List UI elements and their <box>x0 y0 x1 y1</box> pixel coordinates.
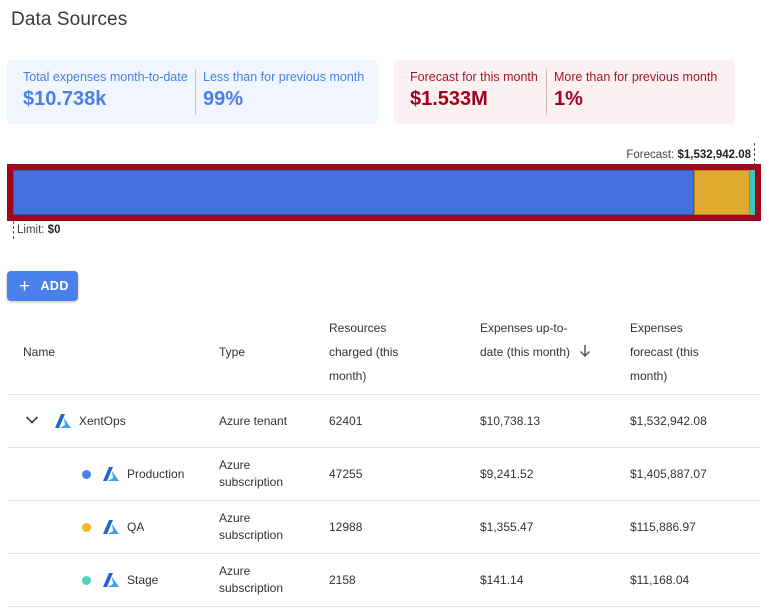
row-expenses: $1,355.47 <box>480 520 533 534</box>
row-expenses: $10,738.13 <box>480 414 540 428</box>
table-row-production[interactable]: Production Azure subscription 47255 $9,2… <box>7 448 760 501</box>
row-expenses: $141.14 <box>480 573 523 587</box>
row-resources: 2158 <box>329 573 356 587</box>
azure-icon <box>103 519 119 535</box>
forecast-value: $1.533M <box>410 88 538 111</box>
more-than-previous-stat: More than for previous month 1% <box>546 60 725 124</box>
plus-icon: + <box>19 277 31 296</box>
limit-marker-prefix: Limit: <box>17 224 48 236</box>
row-type: Azure subscription <box>219 563 309 597</box>
row-name: XentOps <box>79 414 126 428</box>
column-header-name[interactable]: Name <box>23 340 55 364</box>
column-header-resources[interactable]: Resources charged (this month) <box>329 316 429 388</box>
row-type: Azure subscription <box>219 457 309 491</box>
row-forecast: $11,168.04 <box>630 573 689 587</box>
total-expenses-label: Total expenses month-to-date <box>23 70 187 84</box>
forecast-marker-label: Forecast: $1,532,942.08 <box>626 149 751 161</box>
expenses-stacked-bar <box>13 170 755 215</box>
less-than-previous-stat: Less than for previous month 99% <box>195 60 372 124</box>
table-row-stage[interactable]: Stage Azure subscription 2158 $141.14 $1… <box>7 554 760 607</box>
table-header: Name Type Resources charged (this month)… <box>7 315 760 395</box>
table-row-tenant[interactable]: XentOps Azure tenant 62401 $10,738.13 $1… <box>7 395 760 448</box>
qa-color-dot <box>82 523 91 532</box>
row-type: Azure tenant <box>219 414 287 428</box>
row-resources: 62401 <box>329 414 362 428</box>
row-name: QA <box>127 520 144 534</box>
total-expenses-value: $10.738k <box>23 88 187 111</box>
production-color-dot <box>82 470 91 479</box>
forecast-label: Forecast for this month <box>410 70 538 84</box>
column-header-forecast[interactable]: Expenses forecast (this month) <box>630 316 720 388</box>
row-forecast: $1,532,942.08 <box>630 414 707 428</box>
forecast-summary-card: Forecast for this month $1.533M More tha… <box>394 60 735 124</box>
table-row-qa[interactable]: QA Azure subscription 12988 $1,355.47 $1… <box>7 501 760 554</box>
row-type: Azure subscription <box>219 510 309 544</box>
forecast-marker-prefix: Forecast: <box>626 149 677 161</box>
chevron-down-icon[interactable] <box>25 415 39 425</box>
forecast-marker-value: $1,532,942.08 <box>677 149 751 161</box>
row-name: Production <box>127 467 184 481</box>
forecast-stat: Forecast for this month $1.533M <box>394 60 546 124</box>
expenses-bar-frame <box>7 164 761 221</box>
total-expenses-stat: Total expenses month-to-date $10.738k <box>7 60 195 124</box>
row-expenses: $9,241.52 <box>480 467 533 481</box>
add-button-label: ADD <box>41 279 69 293</box>
row-forecast: $1,405,887.07 <box>630 467 707 481</box>
more-than-previous-value: 1% <box>554 88 717 111</box>
sort-arrow-down-icon[interactable] <box>578 344 592 358</box>
limit-marker-line <box>13 221 14 239</box>
column-header-expenses[interactable]: Expenses up-to-date (this month) <box>480 316 575 364</box>
expenses-summary-card: Total expenses month-to-date $10.738k Le… <box>7 60 378 124</box>
row-name: Stage <box>127 573 158 587</box>
bar-segment-stage <box>750 170 755 215</box>
azure-icon <box>103 466 119 482</box>
limit-marker-value: $0 <box>48 224 61 236</box>
less-than-previous-value: 99% <box>203 88 364 111</box>
less-than-previous-label: Less than for previous month <box>203 70 364 84</box>
limit-marker-label: Limit: $0 <box>17 224 60 236</box>
column-header-type[interactable]: Type <box>219 340 245 364</box>
row-forecast: $115,886.97 <box>630 520 696 534</box>
more-than-previous-label: More than for previous month <box>554 70 717 84</box>
row-resources: 12988 <box>329 520 362 534</box>
azure-icon <box>103 572 119 588</box>
page-title: Data Sources <box>11 9 127 31</box>
bar-segment-production <box>13 170 694 215</box>
stage-color-dot <box>82 576 91 585</box>
add-button[interactable]: + ADD <box>7 271 78 301</box>
bar-segment-qa <box>694 170 750 215</box>
azure-icon <box>55 413 71 429</box>
row-resources: 47255 <box>329 467 362 481</box>
